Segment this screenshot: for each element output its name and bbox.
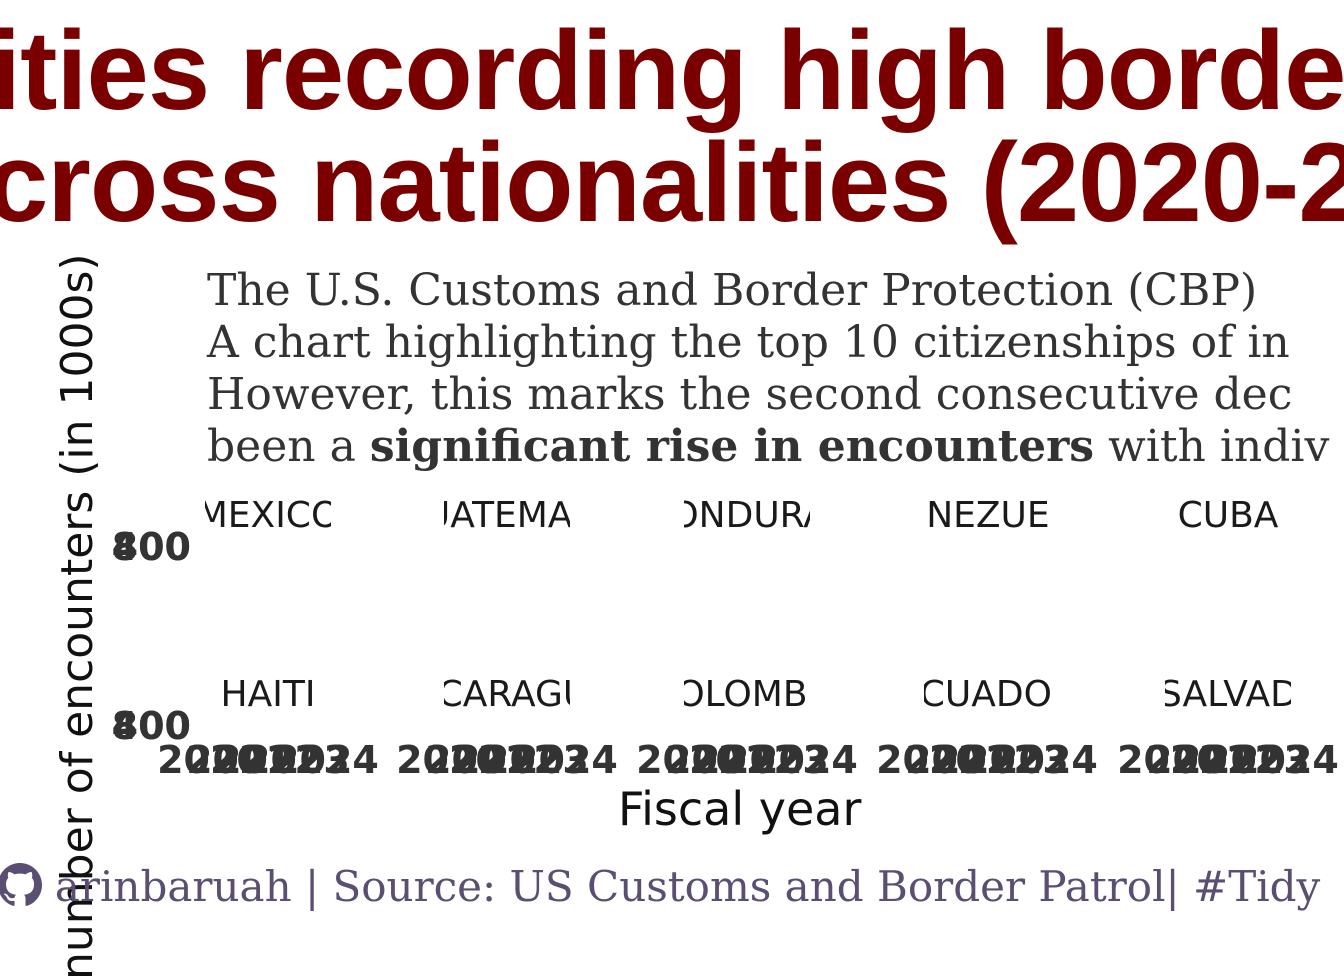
x-tick-label: 2023 [723, 738, 829, 782]
panel-label: HONDURAS [643, 495, 850, 536]
x-tick-label: 2022 [694, 738, 800, 782]
x-tick-label: 2023 [244, 738, 350, 782]
github-icon [0, 863, 42, 906]
panel-label: GUATEMALA [396, 495, 618, 536]
subtitle-highlight: significant rise in encounters [369, 421, 1095, 472]
x-tick-label: 2024 [752, 738, 858, 782]
y-tick-label: 400 [112, 525, 191, 569]
panel-label: NICARAGUA [400, 674, 614, 715]
x-tick-label: 2021 [186, 738, 292, 782]
chart-subtitle-line-4: been a significant rise in encounters wi… [207, 421, 1329, 473]
panel-label: COLOMBIA [651, 674, 843, 715]
chart-subtitle-line-2: A chart highlighting the top 10 citizens… [207, 317, 1290, 368]
panel-label: MEXICO [197, 495, 340, 536]
x-tick-label: 2023 [963, 738, 1069, 782]
panel-label: ECUADOR [897, 674, 1077, 715]
x-tick-label: 2023 [1204, 738, 1310, 782]
x-tick-label: 2020 [876, 738, 982, 782]
x-tick-label: 2022 [454, 738, 560, 782]
x-tick-label: 2020 [1117, 738, 1223, 782]
x-tick-label: 2021 [905, 738, 1011, 782]
y-tick-label: 800 [112, 525, 191, 569]
facet-chart: MEXICO GUATEMALA HONDURAS VENEZUELA CUBA HAIT… [112, 495, 1344, 782]
x-tick-label: 2024 [992, 738, 1098, 782]
x-tick-label: 2024 [273, 738, 379, 782]
panel-label: CUBA [1178, 495, 1279, 536]
panel-label: EL SALVADOR [1105, 674, 1344, 715]
panel-label: HAITI [221, 674, 316, 715]
caption: | arinbaruah | Source: US Customs and Bo… [0, 862, 1320, 911]
x-tick-label: 2022 [215, 738, 321, 782]
x-tick-label: 2021 [665, 738, 771, 782]
x-tick-label: 2021 [1146, 738, 1252, 782]
y-tick-label: 800 [112, 704, 191, 748]
x-tick-label: 2022 [934, 738, 1040, 782]
x-tick-label: 2020 [157, 738, 263, 782]
x-tick-label: 2024 [512, 738, 618, 782]
subtitle-text-post: with indiv [1108, 421, 1330, 472]
x-tick-label: 2020 [636, 738, 742, 782]
panel-label: VENEZUELA [879, 495, 1096, 536]
x-tick-label: 2023 [483, 738, 589, 782]
subtitle-text-pre: been a [207, 421, 356, 472]
x-tick-label: 2022 [1175, 738, 1281, 782]
y-tick-label: 400 [112, 704, 191, 748]
chart-subtitle-line-3: However, this marks the second consecuti… [207, 369, 1293, 420]
x-tick-label: 2024 [1233, 738, 1339, 782]
x-tick-label: 2020 [396, 738, 502, 782]
caption-source: arinbaruah | Source: US Customs and Bord… [54, 862, 1321, 911]
chart-title-line-1: ities recording high borde [0, 8, 1344, 133]
chart-title-line-2: cross nationalities (2020-2 [0, 120, 1344, 245]
x-tick-label: 2021 [425, 738, 531, 782]
x-axis-label: Fiscal year [618, 782, 862, 836]
chart-subtitle-line-1: The U.S. Customs and Border Protection (… [207, 265, 1258, 316]
